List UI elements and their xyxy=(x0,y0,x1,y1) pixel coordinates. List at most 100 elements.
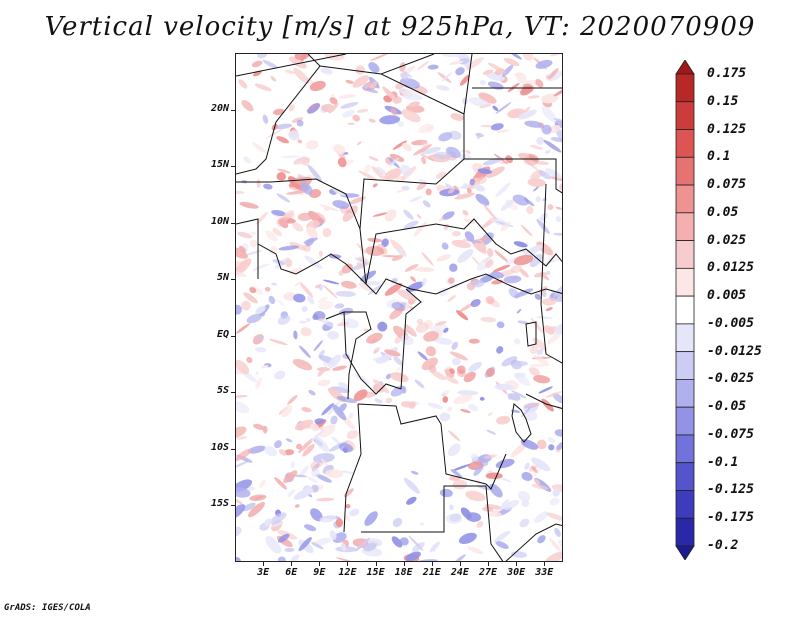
velocity-cell xyxy=(253,423,265,431)
velocity-cell xyxy=(556,442,562,451)
velocity-cell xyxy=(460,507,472,520)
velocity-cell xyxy=(528,153,540,162)
border-line xyxy=(236,218,259,279)
velocity-cell xyxy=(366,332,383,344)
velocity-cell xyxy=(503,275,522,284)
velocity-cell xyxy=(465,150,472,155)
velocity-cell xyxy=(338,443,354,453)
velocity-cell xyxy=(276,193,291,203)
velocity-cell xyxy=(372,357,382,361)
velocity-cell xyxy=(526,205,534,215)
velocity-cell xyxy=(549,497,560,506)
velocity-cell xyxy=(392,517,403,527)
border-line xyxy=(236,54,347,77)
velocity-cell xyxy=(374,346,381,351)
velocity-cell xyxy=(511,390,527,399)
colorbar-swatch xyxy=(675,60,695,75)
lon-label: 9E xyxy=(313,567,326,578)
velocity-cell xyxy=(304,255,323,270)
lon-tick xyxy=(459,562,461,566)
border-line xyxy=(359,73,465,230)
velocity-cell xyxy=(336,396,357,404)
velocity-cell xyxy=(533,478,541,485)
velocity-cell xyxy=(524,120,543,128)
colorbar-label: -0.0125 xyxy=(707,343,762,359)
velocity-cell xyxy=(265,128,283,139)
velocity-cell xyxy=(317,367,331,372)
velocity-cell xyxy=(519,268,529,278)
velocity-cell xyxy=(248,502,265,518)
velocity-cell xyxy=(270,75,277,82)
velocity-cell xyxy=(236,448,252,461)
velocity-cell xyxy=(535,196,541,203)
velocity-cell xyxy=(479,79,486,86)
velocity-cell xyxy=(255,371,259,375)
border-line xyxy=(365,273,562,295)
lon-tick xyxy=(403,562,405,566)
velocity-cell xyxy=(288,104,295,112)
velocity-cell xyxy=(419,522,425,526)
velocity-cell xyxy=(315,473,332,483)
velocity-cell xyxy=(332,404,347,421)
velocity-cell xyxy=(470,279,485,288)
velocity-cell xyxy=(236,526,242,537)
velocity-cell xyxy=(456,365,466,374)
velocity-cell xyxy=(293,293,306,303)
velocity-cell xyxy=(271,282,278,286)
colorbar-label: 0.125 xyxy=(707,121,747,137)
velocity-cell xyxy=(393,356,403,366)
velocity-cell xyxy=(390,385,406,397)
border-line xyxy=(400,288,422,390)
lat-label: EQ xyxy=(216,328,229,340)
velocity-cell xyxy=(485,166,505,178)
velocity-cell xyxy=(272,227,282,237)
velocity-cell xyxy=(335,546,358,553)
velocity-cell xyxy=(487,62,506,74)
velocity-cell xyxy=(372,183,378,188)
velocity-cell xyxy=(480,316,496,323)
velocity-cell xyxy=(425,346,437,357)
velocity-cell xyxy=(243,156,252,164)
colorbar-label: -0.125 xyxy=(707,482,754,498)
velocity-cell xyxy=(551,291,562,299)
velocity-cell xyxy=(453,394,473,405)
velocity-cell xyxy=(241,300,251,311)
velocity-cell xyxy=(485,367,495,378)
velocity-cell xyxy=(291,117,304,123)
border-line xyxy=(344,311,372,400)
velocity-cell xyxy=(533,354,549,365)
lat-tick xyxy=(231,505,235,507)
lon-label: 24E xyxy=(450,567,469,578)
velocity-cell xyxy=(318,204,340,212)
grads-credit: GrADS: IGES/COLA xyxy=(4,603,91,613)
velocity-cell xyxy=(553,118,562,122)
velocity-cell xyxy=(298,320,307,324)
velocity-cell xyxy=(427,402,443,410)
velocity-cell xyxy=(346,209,352,215)
colorbar-label: -0.025 xyxy=(707,371,754,387)
velocity-cell xyxy=(494,530,511,542)
lat-label: 5N xyxy=(216,272,229,284)
velocity-cell xyxy=(482,157,503,166)
velocity-cell xyxy=(498,161,505,165)
velocity-cell xyxy=(313,436,330,452)
velocity-cell xyxy=(474,184,485,192)
velocity-cell xyxy=(236,359,250,375)
velocity-cell xyxy=(490,271,504,279)
velocity-cell xyxy=(417,559,438,561)
velocity-cell xyxy=(252,142,267,154)
velocity-cell xyxy=(435,171,446,179)
velocity-cell xyxy=(357,141,362,146)
velocity-cell xyxy=(533,375,551,384)
velocity-cell xyxy=(358,282,375,293)
velocity-cell xyxy=(513,241,528,248)
velocity-cell xyxy=(433,337,453,345)
velocity-cell xyxy=(553,86,562,97)
velocity-cell xyxy=(264,518,272,527)
velocity-cell xyxy=(293,330,298,340)
velocity-cell xyxy=(293,488,314,500)
velocity-cell xyxy=(355,537,371,552)
velocity-cell xyxy=(496,321,505,329)
velocity-cell xyxy=(265,230,278,242)
colorbar-label: 0.005 xyxy=(707,288,747,304)
